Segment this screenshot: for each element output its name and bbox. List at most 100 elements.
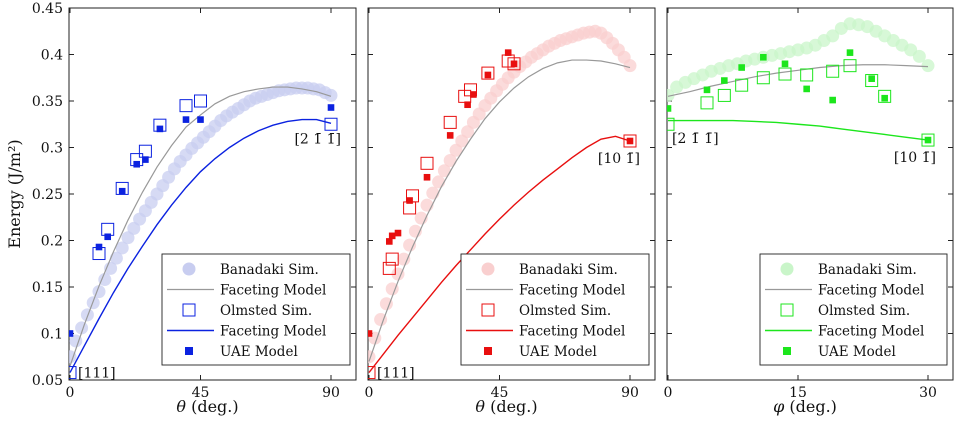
banadaki-point: [385, 282, 399, 296]
x-tick-label: 45: [192, 385, 210, 401]
faceting-line-color: [668, 119, 929, 141]
banadaki-point: [455, 134, 469, 148]
banadaki-point: [461, 125, 475, 139]
x-tick-label: 90: [621, 385, 639, 401]
direction-annotation: [111]: [377, 366, 415, 382]
direction-annotation: [111]: [78, 366, 116, 382]
uae-point: [703, 86, 711, 94]
plot-area: [368, 24, 637, 380]
banadaki-point: [127, 221, 141, 235]
legend-marker-uae: [185, 347, 193, 355]
y-tick-label: 0.15: [32, 280, 63, 296]
uae-point: [95, 243, 103, 251]
banadaki-point: [121, 231, 135, 245]
legend-marker-olmsted: [780, 303, 794, 317]
uae-point: [388, 232, 396, 240]
banadaki-point: [98, 273, 112, 287]
y-tick-label: 0.2: [41, 234, 63, 250]
uae-point: [829, 96, 836, 104]
legend-label: Olmsted Sim.: [519, 303, 611, 319]
banadaki-point: [397, 252, 411, 266]
uae-point: [104, 233, 111, 241]
legend-label: Banadaki Sim.: [220, 262, 319, 278]
direction-annotation: [10 1̄]: [894, 150, 936, 166]
direction-annotation: [2 1̄ 1̄]: [672, 131, 719, 147]
legend-marker-banadaki: [481, 262, 495, 276]
olmsted-point: [382, 261, 396, 275]
uae-point: [626, 137, 634, 145]
uae-point: [868, 75, 875, 82]
uae-point: [69, 330, 74, 337]
banadaki-point: [443, 154, 457, 168]
olmsted-point: [800, 68, 814, 82]
olmsted-point: [756, 71, 770, 85]
olmsted-point: [921, 133, 935, 147]
direction-annotation: [10 1̄]: [598, 151, 640, 167]
olmsted-point: [368, 366, 376, 380]
banadaki-point: [403, 238, 417, 252]
legend-label: Faceting Model: [220, 324, 326, 340]
olmsted-point: [385, 252, 399, 266]
plot-area: [69, 81, 338, 380]
banadaki-point: [449, 143, 463, 157]
banadaki-point: [109, 251, 123, 265]
faceting-line-gray: [368, 59, 631, 362]
banadaki-point: [379, 297, 393, 311]
x-tick-label: 45: [491, 385, 509, 401]
x-tick-label: 0: [66, 385, 75, 401]
uae-point: [182, 116, 190, 123]
legend-label: Faceting Model: [519, 324, 625, 340]
uae-point: [470, 91, 477, 98]
olmsted-point: [481, 66, 495, 80]
uae-point: [760, 53, 767, 61]
uae-point: [738, 64, 745, 71]
legend-label: Faceting Model: [818, 324, 924, 340]
legend-marker-banadaki: [780, 262, 794, 276]
legend-marker-olmsted: [481, 303, 495, 317]
y-tick-label: 0.45: [32, 1, 63, 17]
banadaki-point: [69, 334, 83, 348]
uae-point: [484, 71, 492, 79]
uae-point: [667, 105, 672, 112]
uae-point: [721, 77, 728, 84]
uae-point: [118, 187, 126, 195]
uae-point: [504, 49, 512, 56]
faceting-line-gray: [667, 64, 929, 97]
uae-point: [464, 101, 471, 109]
legend-label: Banadaki Sim.: [818, 262, 917, 278]
olmsted-point: [865, 74, 879, 88]
olmsted-point: [179, 99, 193, 113]
banadaki-point: [324, 88, 338, 102]
uae-point: [846, 49, 854, 56]
panel-right: 0 15 30 φ (deg.) [2 1̄ 1̄] [10 1̄] Banadaki Si…: [664, 7, 954, 416]
faceting-line-color: [69, 118, 332, 373]
uae-point: [406, 197, 413, 204]
olmsted-point: [507, 57, 521, 71]
x-axis-label: φ (deg.): [773, 397, 837, 416]
legend-label: Faceting Model: [220, 283, 326, 299]
x-axis-label: θ (deg.): [176, 397, 238, 416]
x-axis-label: θ (deg.): [475, 397, 537, 416]
panel-middle: 0 45 90 θ (deg.) [111] [10 1̄] Banadaki Sim. Fa…: [365, 7, 656, 416]
y-tick-label: 0.05: [32, 373, 63, 389]
legend-marker-olmsted: [182, 303, 196, 317]
y-tick-label: 0.35: [32, 94, 63, 110]
uae-point: [803, 85, 810, 93]
y-tick-label: 0.1: [41, 327, 63, 343]
faceting-line-gray: [69, 86, 332, 367]
x-tick-label: 15: [789, 385, 807, 401]
olmsted-point: [778, 67, 792, 81]
olmsted-point: [700, 96, 714, 110]
banadaki-point: [432, 175, 446, 189]
uae-point: [510, 60, 518, 68]
banadaki-point: [426, 186, 440, 200]
uae-point: [327, 104, 335, 111]
legend-marker-uae: [484, 347, 492, 355]
uae-point: [368, 330, 373, 337]
plot-area: [667, 17, 935, 147]
olmsted-point: [735, 78, 749, 92]
olmsted-point: [826, 64, 840, 78]
y-axis-label: Energy (J/m²): [5, 139, 24, 248]
banadaki-point: [115, 241, 129, 255]
